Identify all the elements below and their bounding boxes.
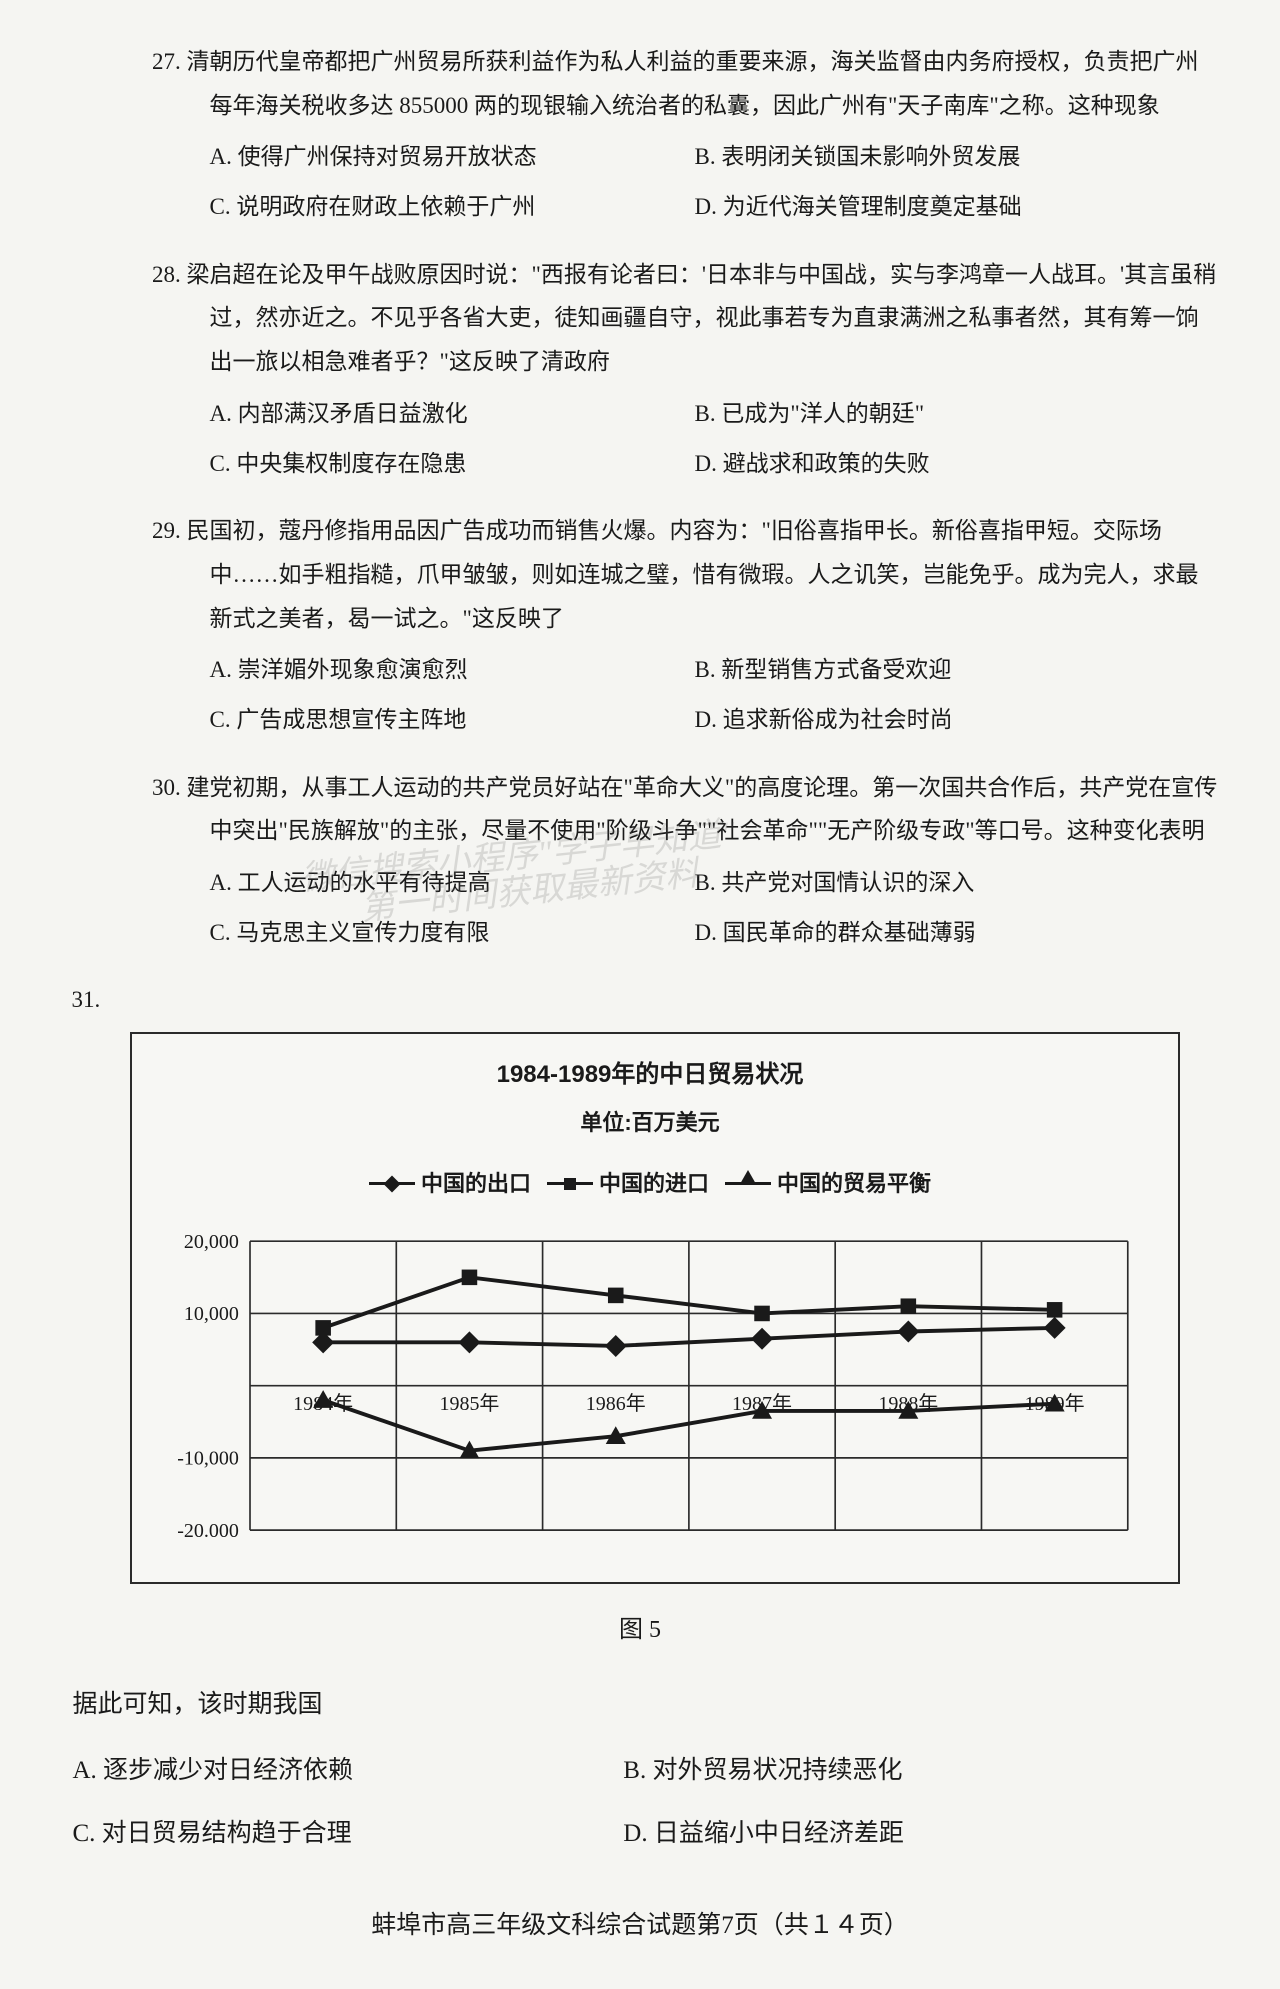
question-stem: 29. 民国初，蔻丹修指用品因广告成功而销售火爆。内容为："旧俗喜指甲长。新俗喜… bbox=[60, 509, 1220, 640]
question-stem: 28. 梁启超在论及甲午战败原因时说："西报有论者曰：'日本非与中国战，实与李鸿… bbox=[60, 253, 1220, 384]
options-group: A. 崇洋媚外现象愈演愈烈B. 新型销售方式备受欢迎C. 广告成思想宣传主阵地D… bbox=[60, 648, 1220, 747]
question: 28. 梁启超在论及甲午战败原因时说："西报有论者曰：'日本非与中国战，实与李鸿… bbox=[60, 253, 1220, 491]
square-marker-icon bbox=[1047, 1302, 1063, 1318]
question-31-number: 31. bbox=[60, 978, 1220, 1022]
diamond-marker-icon bbox=[605, 1335, 627, 1357]
option: A. 工人运动的水平有待提高 bbox=[210, 861, 695, 905]
square-marker-icon bbox=[754, 1306, 770, 1322]
option: A. 逐步减少对日经济依赖 bbox=[73, 1747, 624, 1795]
option: D. 日益缩小中日经济差距 bbox=[623, 1810, 1174, 1858]
question: 27. 清朝历代皇帝都把广州贸易所获利益作为私人利益的重要来源，海关监督由内务府… bbox=[60, 40, 1220, 235]
legend-item: 中国的进口 bbox=[547, 1163, 709, 1205]
y-tick-label: -20.000 bbox=[177, 1520, 239, 1542]
option: A. 内部满汉矛盾日益激化 bbox=[210, 392, 695, 436]
option: D. 为近代海关管理制度奠定基础 bbox=[695, 185, 1180, 229]
option: C. 马克思主义宣传力度有限 bbox=[210, 911, 695, 955]
option: D. 国民革命的群众基础薄弱 bbox=[695, 911, 1180, 955]
chart-subtitle: 单位:百万美元 bbox=[150, 1102, 1150, 1144]
y-tick-label: -10,000 bbox=[177, 1447, 239, 1469]
legend-label: 中国的出口 bbox=[421, 1163, 531, 1205]
legend-label: 中国的进口 bbox=[599, 1163, 709, 1205]
diamond-marker-icon bbox=[369, 1182, 415, 1185]
diamond-marker-icon bbox=[897, 1320, 919, 1342]
option: B. 表明闭关锁国未影响外贸发展 bbox=[695, 135, 1180, 179]
legend-item: 中国的贸易平衡 bbox=[725, 1163, 931, 1205]
chart-svg: -20.000-10,00010,00020,0001984年1985年1986… bbox=[150, 1219, 1150, 1552]
option: B. 已成为"洋人的朝廷" bbox=[695, 392, 1180, 436]
square-marker-icon bbox=[608, 1287, 624, 1303]
options-group: A. 使得广州保持对贸易开放状态B. 表明闭关锁国未影响外贸发展C. 说明政府在… bbox=[60, 135, 1220, 234]
option: A. 崇洋媚外现象愈演愈烈 bbox=[210, 648, 695, 692]
x-tick-label: 1986年 bbox=[586, 1392, 646, 1415]
triangle-marker-icon bbox=[725, 1182, 771, 1185]
option: B. 共产党对国情认识的深入 bbox=[695, 861, 1180, 905]
y-tick-label: 20,000 bbox=[184, 1231, 239, 1253]
chart-legend: 中国的出口 中国的进口 中国的贸易平衡 bbox=[150, 1157, 1150, 1204]
x-tick-label: 1985年 bbox=[439, 1392, 499, 1415]
question: 29. 民国初，蔻丹修指用品因广告成功而销售火爆。内容为："旧俗喜指甲长。新俗喜… bbox=[60, 509, 1220, 747]
diamond-marker-icon bbox=[1044, 1317, 1066, 1339]
option: B. 新型销售方式备受欢迎 bbox=[695, 648, 1180, 692]
options-group: A. 工人运动的水平有待提高B. 共产党对国情认识的深入C. 马克思主义宣传力度… bbox=[60, 861, 1220, 960]
question-stem: 27. 清朝历代皇帝都把广州贸易所获利益作为私人利益的重要来源，海关监督由内务府… bbox=[60, 40, 1220, 127]
option: A. 使得广州保持对贸易开放状态 bbox=[210, 135, 695, 179]
legend-label: 中国的贸易平衡 bbox=[777, 1163, 931, 1205]
option: C. 对日贸易结构趋于合理 bbox=[73, 1810, 624, 1858]
square-marker-icon bbox=[547, 1182, 593, 1185]
option: C. 广告成思想宣传主阵地 bbox=[210, 698, 695, 742]
option: C. 说明政府在财政上依赖于广州 bbox=[210, 185, 695, 229]
option: D. 追求新俗成为社会时尚 bbox=[695, 698, 1180, 742]
diamond-marker-icon bbox=[751, 1328, 773, 1350]
chart-title: 1984-1989年的中日贸易状况 bbox=[150, 1052, 1150, 1098]
y-tick-label: 10,000 bbox=[184, 1303, 239, 1325]
square-marker-icon bbox=[901, 1298, 917, 1314]
question: 30. 建党初期，从事工人运动的共产党员好站在"革命大义"的高度论理。第一次国共… bbox=[60, 766, 1220, 961]
question-31-stem: 据此可知，该时期我国 bbox=[60, 1681, 1220, 1729]
option: D. 避战求和政策的失败 bbox=[695, 442, 1180, 486]
question-stem: 30. 建党初期，从事工人运动的共产党员好站在"革命大义"的高度论理。第一次国共… bbox=[60, 766, 1220, 853]
legend-item: 中国的出口 bbox=[369, 1163, 531, 1205]
option: C. 中央集权制度存在隐患 bbox=[210, 442, 695, 486]
page-footer: 蚌埠市高三年级文科综合试题第7页（共１４页） bbox=[60, 1902, 1220, 1950]
square-marker-icon bbox=[462, 1269, 478, 1285]
options-group: A. 内部满汉矛盾日益激化B. 已成为"洋人的朝廷"C. 中央集权制度存在隐患D… bbox=[60, 392, 1220, 491]
diamond-marker-icon bbox=[458, 1331, 480, 1353]
option: B. 对外贸易状况持续恶化 bbox=[623, 1747, 1174, 1795]
chart-container: 1984-1989年的中日贸易状况 单位:百万美元 中国的出口 中国的进口 中国的贸… bbox=[130, 1032, 1180, 1584]
chart-plot: -20.000-10,00010,00020,0001984年1985年1986… bbox=[150, 1219, 1150, 1564]
figure-caption: 图 5 bbox=[60, 1608, 1220, 1654]
